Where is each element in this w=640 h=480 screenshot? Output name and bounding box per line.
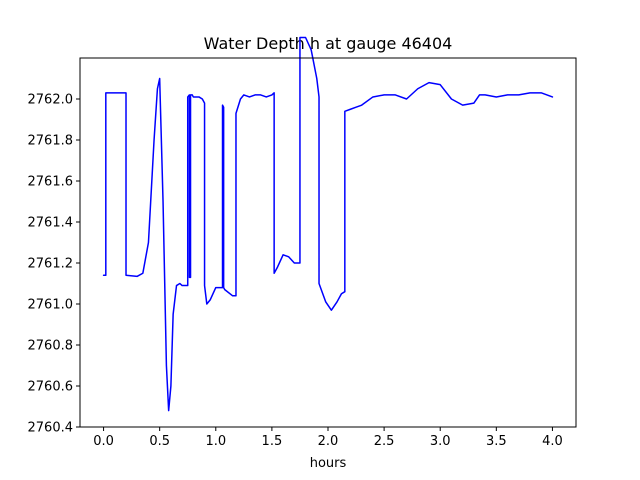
x-tick-label: 3.5 bbox=[486, 434, 507, 449]
y-tick-label: 2761.0 bbox=[28, 298, 74, 313]
y-tick-label: 2761.4 bbox=[28, 216, 74, 231]
x-tick-label: 2.5 bbox=[374, 434, 395, 449]
series-line bbox=[102, 36, 554, 412]
chart-title: Water Depth h at gauge 46404 bbox=[204, 34, 453, 53]
series-layer bbox=[102, 36, 554, 412]
y-tick-label: 2760.4 bbox=[28, 421, 74, 436]
y-tick-label: 2761.8 bbox=[28, 134, 74, 149]
y-tick-label: 2760.8 bbox=[28, 339, 74, 354]
x-tick-label: 2.0 bbox=[318, 434, 339, 449]
x-tick-label: 1.5 bbox=[262, 434, 283, 449]
x-tick-label: 0.5 bbox=[149, 434, 170, 449]
x-tick-label: 0.0 bbox=[93, 434, 114, 449]
y-tick-label: 2761.2 bbox=[28, 257, 74, 272]
y-tick-label: 2760.6 bbox=[28, 380, 74, 395]
x-tick-label: 1.0 bbox=[205, 434, 226, 449]
plot-frame bbox=[79, 57, 577, 428]
x-axis-ticks: 0.0 0.5 1.0 1.5 2.0 2.5 3.0 3.5 4.0 bbox=[93, 427, 563, 449]
plot-background bbox=[80, 58, 576, 427]
y-axis-ticks: 2760.4 2760.6 2760.8 2761.0 2761.2 2761.4 2761… bbox=[28, 93, 80, 436]
x-tick-label: 3.0 bbox=[430, 434, 451, 449]
x-tick-label: 4.0 bbox=[542, 434, 563, 449]
y-tick-label: 2761.6 bbox=[28, 175, 74, 190]
x-axis-title: hours bbox=[310, 456, 347, 471]
y-tick-label: 2762.0 bbox=[28, 93, 74, 108]
